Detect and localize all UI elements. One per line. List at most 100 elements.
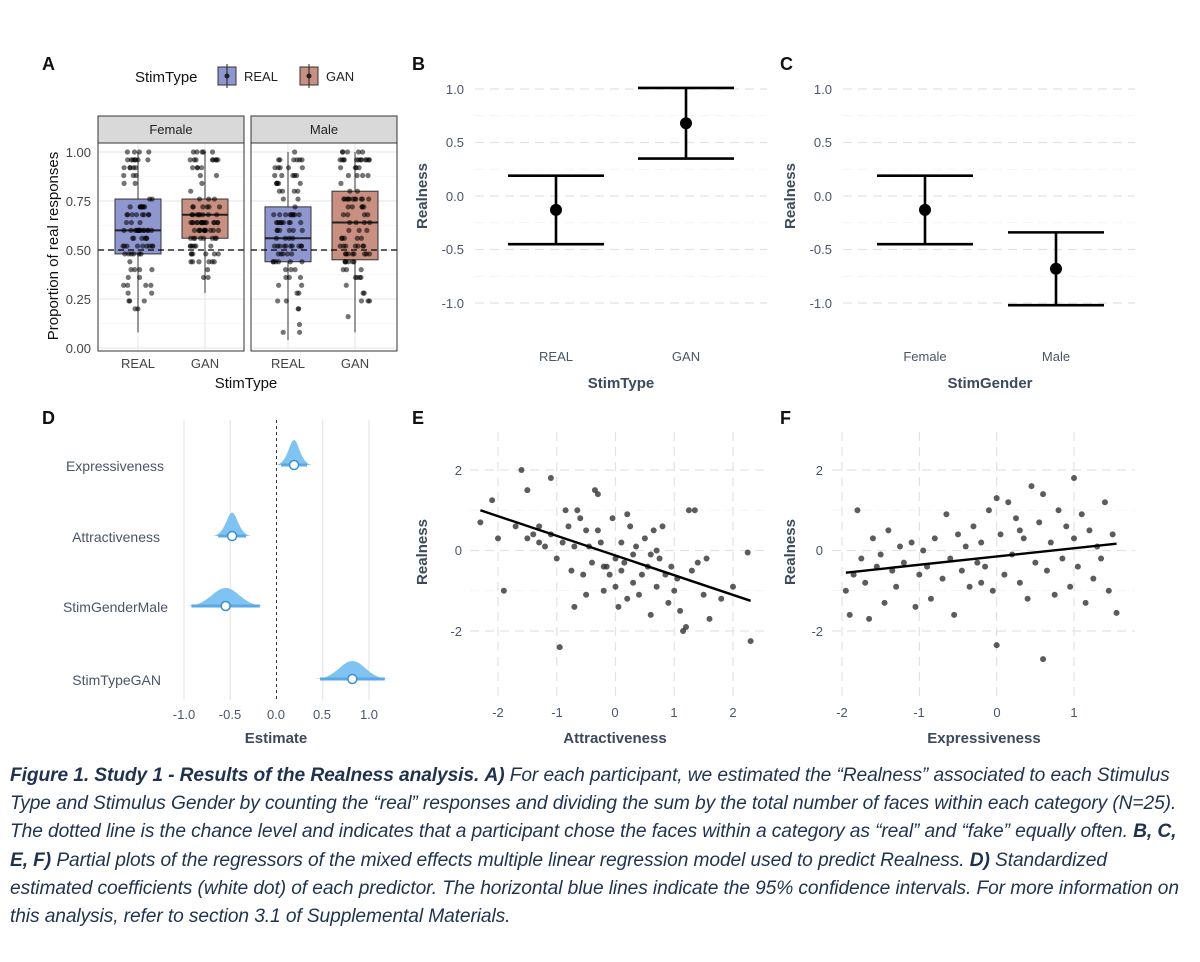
data-point (291, 157, 297, 163)
y-tick: 0 (455, 543, 462, 558)
x-tick: REAL (271, 356, 305, 371)
x-tick: 1 (1070, 705, 1077, 720)
x-tick: -2 (836, 705, 848, 720)
data-point (141, 227, 147, 233)
data-point (912, 603, 919, 610)
data-point (296, 290, 302, 296)
data-point (556, 644, 563, 651)
y-tick: 1.00 (66, 145, 91, 160)
data-point (199, 180, 205, 186)
data-point (127, 165, 133, 171)
data-point (272, 172, 278, 179)
data-point (190, 204, 196, 210)
data-point (339, 235, 345, 241)
data-point (594, 491, 601, 498)
data-point (1059, 555, 1066, 562)
data-point (1016, 527, 1023, 534)
data-point (568, 567, 575, 574)
data-point (354, 157, 360, 163)
facet-strip-female (97, 115, 245, 144)
data-point (129, 212, 135, 218)
data-point (982, 563, 989, 570)
data-point (343, 243, 349, 249)
caption-bcef-label: B, C, E, F) (10, 821, 1177, 871)
data-point (202, 219, 208, 226)
data-point (1113, 609, 1120, 616)
plot-d (183, 420, 391, 700)
data-point (286, 274, 292, 281)
data-point (656, 555, 663, 562)
y-tick: 2 (455, 463, 462, 478)
data-point (205, 212, 211, 218)
data-point (141, 298, 147, 304)
data-point (633, 543, 640, 550)
data-point (143, 282, 149, 288)
data-point (955, 531, 961, 538)
data-point (145, 157, 151, 163)
caption-d-text: Standardized estimated coefficients (whi… (10, 849, 1179, 928)
panel-f: F -2 0 2 Realness -2 -1 0 1 Expressivene… (780, 408, 1135, 747)
data-point (339, 149, 346, 155)
data-point (647, 551, 654, 558)
data-point (197, 212, 203, 218)
data-point (137, 219, 143, 226)
data-point (862, 579, 869, 586)
data-point (341, 196, 347, 202)
plot-e (470, 432, 770, 700)
data-point (366, 298, 373, 304)
legend-a: StimType REAL GAN (135, 64, 354, 88)
data-point (214, 212, 220, 218)
data-point (128, 227, 134, 233)
figure: A StimType REAL GAN Female Male 0.00 0.2… (42, 54, 1135, 747)
data-point (343, 282, 349, 288)
data-point (121, 172, 127, 179)
data-point (340, 267, 346, 273)
data-point (350, 259, 356, 265)
y-tick: 0 (816, 543, 823, 558)
data-point (1078, 511, 1085, 518)
data-point (124, 243, 130, 249)
y-axis-label-e: Realness (414, 519, 431, 585)
data-point (132, 267, 138, 273)
data-point (1001, 571, 1008, 578)
data-point (189, 165, 196, 171)
data-point (126, 298, 132, 304)
caption-bcef-text: Partial plots of the regressors of the m… (56, 849, 965, 871)
data-point (343, 251, 349, 257)
data-point (881, 599, 888, 606)
data-point (747, 638, 754, 645)
x-axis-label-a: StimType (215, 375, 278, 392)
x-axis-label-b: StimType (588, 375, 654, 392)
x-tick: 0.5 (313, 707, 331, 722)
x-tick: -2 (492, 705, 504, 720)
data-point (137, 274, 143, 281)
data-point (718, 595, 725, 602)
data-point (647, 611, 654, 618)
data-point (273, 235, 280, 241)
data-point (215, 219, 221, 226)
data-point (209, 149, 216, 155)
data-point (121, 165, 127, 171)
data-point (553, 555, 560, 562)
data-point (361, 212, 368, 218)
data-point (125, 274, 131, 281)
data-point (547, 475, 554, 482)
panel-letter-e: E (412, 408, 424, 428)
data-point (958, 567, 965, 574)
x-tick: 0.0 (267, 707, 285, 722)
data-point (612, 583, 619, 590)
data-point (353, 219, 359, 226)
data-point (1032, 559, 1039, 566)
data-point (282, 235, 288, 241)
data-point (1074, 563, 1081, 570)
data-point (354, 172, 360, 179)
data-point (650, 527, 657, 534)
row-label: Expressiveness (66, 458, 164, 474)
data-point (297, 157, 303, 163)
data-point (367, 219, 373, 226)
data-point (691, 507, 698, 514)
data-point (125, 157, 131, 163)
data-point (974, 559, 981, 566)
data-point (683, 623, 689, 630)
x-tick: 2 (729, 705, 736, 720)
